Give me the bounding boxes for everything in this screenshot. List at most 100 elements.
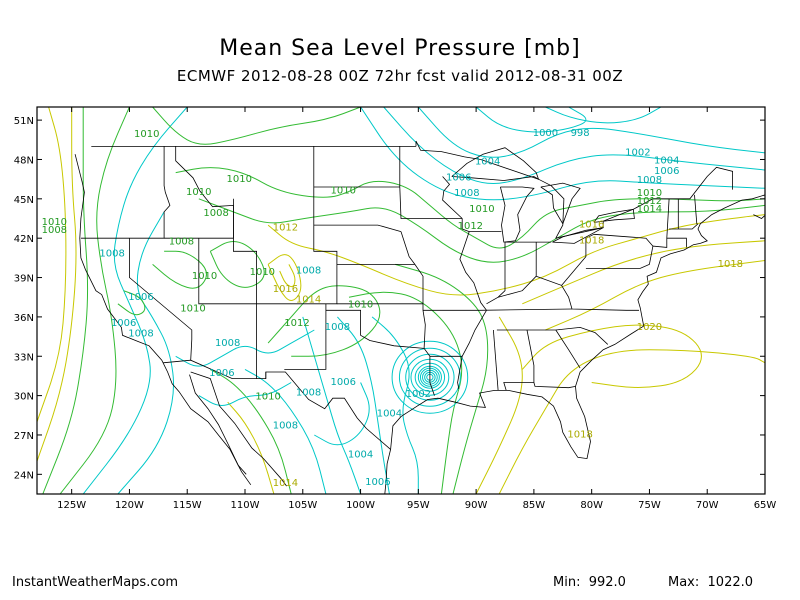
boundary-line xyxy=(552,227,604,244)
isobar-label: 1016 xyxy=(273,284,298,295)
isobar-label: 1018 xyxy=(579,235,604,246)
lon-label: 70W xyxy=(696,500,719,511)
lat-label: 39N xyxy=(14,274,34,285)
lon-label: 105W xyxy=(288,500,317,511)
isobar-label: 1000 xyxy=(533,128,558,139)
isobar-label: 1008 xyxy=(128,329,153,340)
boundary-line xyxy=(500,186,535,243)
lon-label: 100W xyxy=(346,500,375,511)
isobar-line xyxy=(117,211,175,494)
isobar-line xyxy=(227,401,275,494)
isobar-line xyxy=(42,107,89,494)
isobar-label: 1008 xyxy=(296,266,321,277)
isobar-line xyxy=(475,316,523,494)
isobar-label: 1010 xyxy=(330,186,355,197)
isobar-line xyxy=(267,285,381,357)
isobar-label: 1010 xyxy=(250,267,275,278)
isobar-line xyxy=(348,291,463,494)
map-title: Mean Sea Level Pressure [mb] xyxy=(219,36,581,61)
boundary-line xyxy=(284,303,327,370)
lon-label: 90W xyxy=(465,500,488,511)
site-credit: InstantWeatherMaps.com xyxy=(12,575,179,590)
isobar-label: 1008 xyxy=(203,208,228,219)
boundary-line xyxy=(164,146,234,239)
lat-label: 27N xyxy=(14,431,34,442)
isobar-line xyxy=(175,167,765,249)
isobar-label: 1008 xyxy=(169,237,194,248)
boundary-line xyxy=(493,329,499,391)
isobar-labels: 1010101010101008101010081008100810061006… xyxy=(42,128,743,489)
axis-ticks: 51N 48N 45N 42N 39N 36N 33N 30N 27N 24N 125W 120W 11… xyxy=(14,107,776,511)
boundary-line xyxy=(593,233,654,247)
isobar-label: 1008 xyxy=(99,249,124,260)
isobar-label: 998 xyxy=(571,128,590,139)
boundary-line xyxy=(129,238,193,361)
isobar-label: 1006 xyxy=(111,318,136,329)
isobar-line xyxy=(395,263,489,494)
lat-label: 42N xyxy=(14,234,34,245)
isobar-label: 1006 xyxy=(654,166,679,177)
min-label: Min: xyxy=(553,575,581,590)
isobar-line xyxy=(417,107,765,158)
isobar-label: 1008 xyxy=(273,420,298,431)
lat-label: 33N xyxy=(14,352,34,363)
boundary-line xyxy=(415,140,481,160)
lat-label: 45N xyxy=(14,195,34,206)
boundary-line xyxy=(561,233,595,286)
isobar-line xyxy=(117,290,146,316)
boundary-line xyxy=(536,275,639,311)
isobar-contours xyxy=(37,107,765,494)
map-frame xyxy=(36,106,766,495)
isobar-label: 1010 xyxy=(192,271,217,282)
boundary-line xyxy=(399,146,463,219)
isobar-label: 1016 xyxy=(579,220,604,231)
isobar-label: 1004 xyxy=(348,449,373,460)
boundary-line xyxy=(753,214,765,219)
boundary-line xyxy=(400,231,435,396)
lat-label: 36N xyxy=(14,313,34,324)
map-subtitle: ECMWF 2012-08-28 00Z 72hr fcst valid 201… xyxy=(176,67,624,85)
isobar-line xyxy=(383,107,765,184)
min-value: 992.0 xyxy=(588,575,626,590)
isobar-label: 1004 xyxy=(377,409,402,420)
isobar-label: 1012 xyxy=(273,222,298,233)
boundary-line xyxy=(669,223,699,230)
isobar-label: 1010 xyxy=(348,300,373,311)
map-background xyxy=(37,107,765,494)
isobar-label: 1014 xyxy=(296,294,321,305)
boundary-line xyxy=(533,382,576,389)
isobar-line xyxy=(244,368,327,494)
lon-label: 115W xyxy=(173,500,202,511)
isobar-label: 1008 xyxy=(215,338,240,349)
boundary-line xyxy=(325,309,425,349)
isobar-label: 1008 xyxy=(325,322,350,333)
max-value: 1022.0 xyxy=(707,575,754,590)
isobar-line xyxy=(210,368,292,494)
isobar-line xyxy=(302,316,362,494)
isobar-line xyxy=(475,107,587,133)
isobar-label: 1012 xyxy=(284,318,309,329)
boundary-line xyxy=(162,359,391,450)
lat-label: 51N xyxy=(14,116,34,127)
isobar-label: 1004 xyxy=(475,157,500,168)
isobar-line xyxy=(198,198,765,263)
isobar-label: 1006 xyxy=(330,377,355,388)
isobar-label: 1006 xyxy=(209,368,234,379)
max-value-readout: Max: 1022.0 xyxy=(668,575,753,590)
isobar-label: 1010 xyxy=(180,304,205,315)
isobar-line xyxy=(279,264,296,288)
min-value-readout: Min: 992.0 xyxy=(553,575,626,590)
isobar-line xyxy=(152,107,361,145)
isobar-line xyxy=(267,214,765,296)
isobar-label: 1008 xyxy=(296,388,321,399)
lon-label: 75W xyxy=(638,500,661,511)
isobar-label: 1008 xyxy=(454,188,479,199)
isobar-line xyxy=(175,329,315,367)
boundary-line xyxy=(694,194,698,224)
isobar-line xyxy=(59,107,130,494)
low-pressure-ring xyxy=(405,353,455,401)
boundary-line xyxy=(189,374,247,475)
boundary-line xyxy=(555,329,581,369)
lon-label: 120W xyxy=(115,500,144,511)
